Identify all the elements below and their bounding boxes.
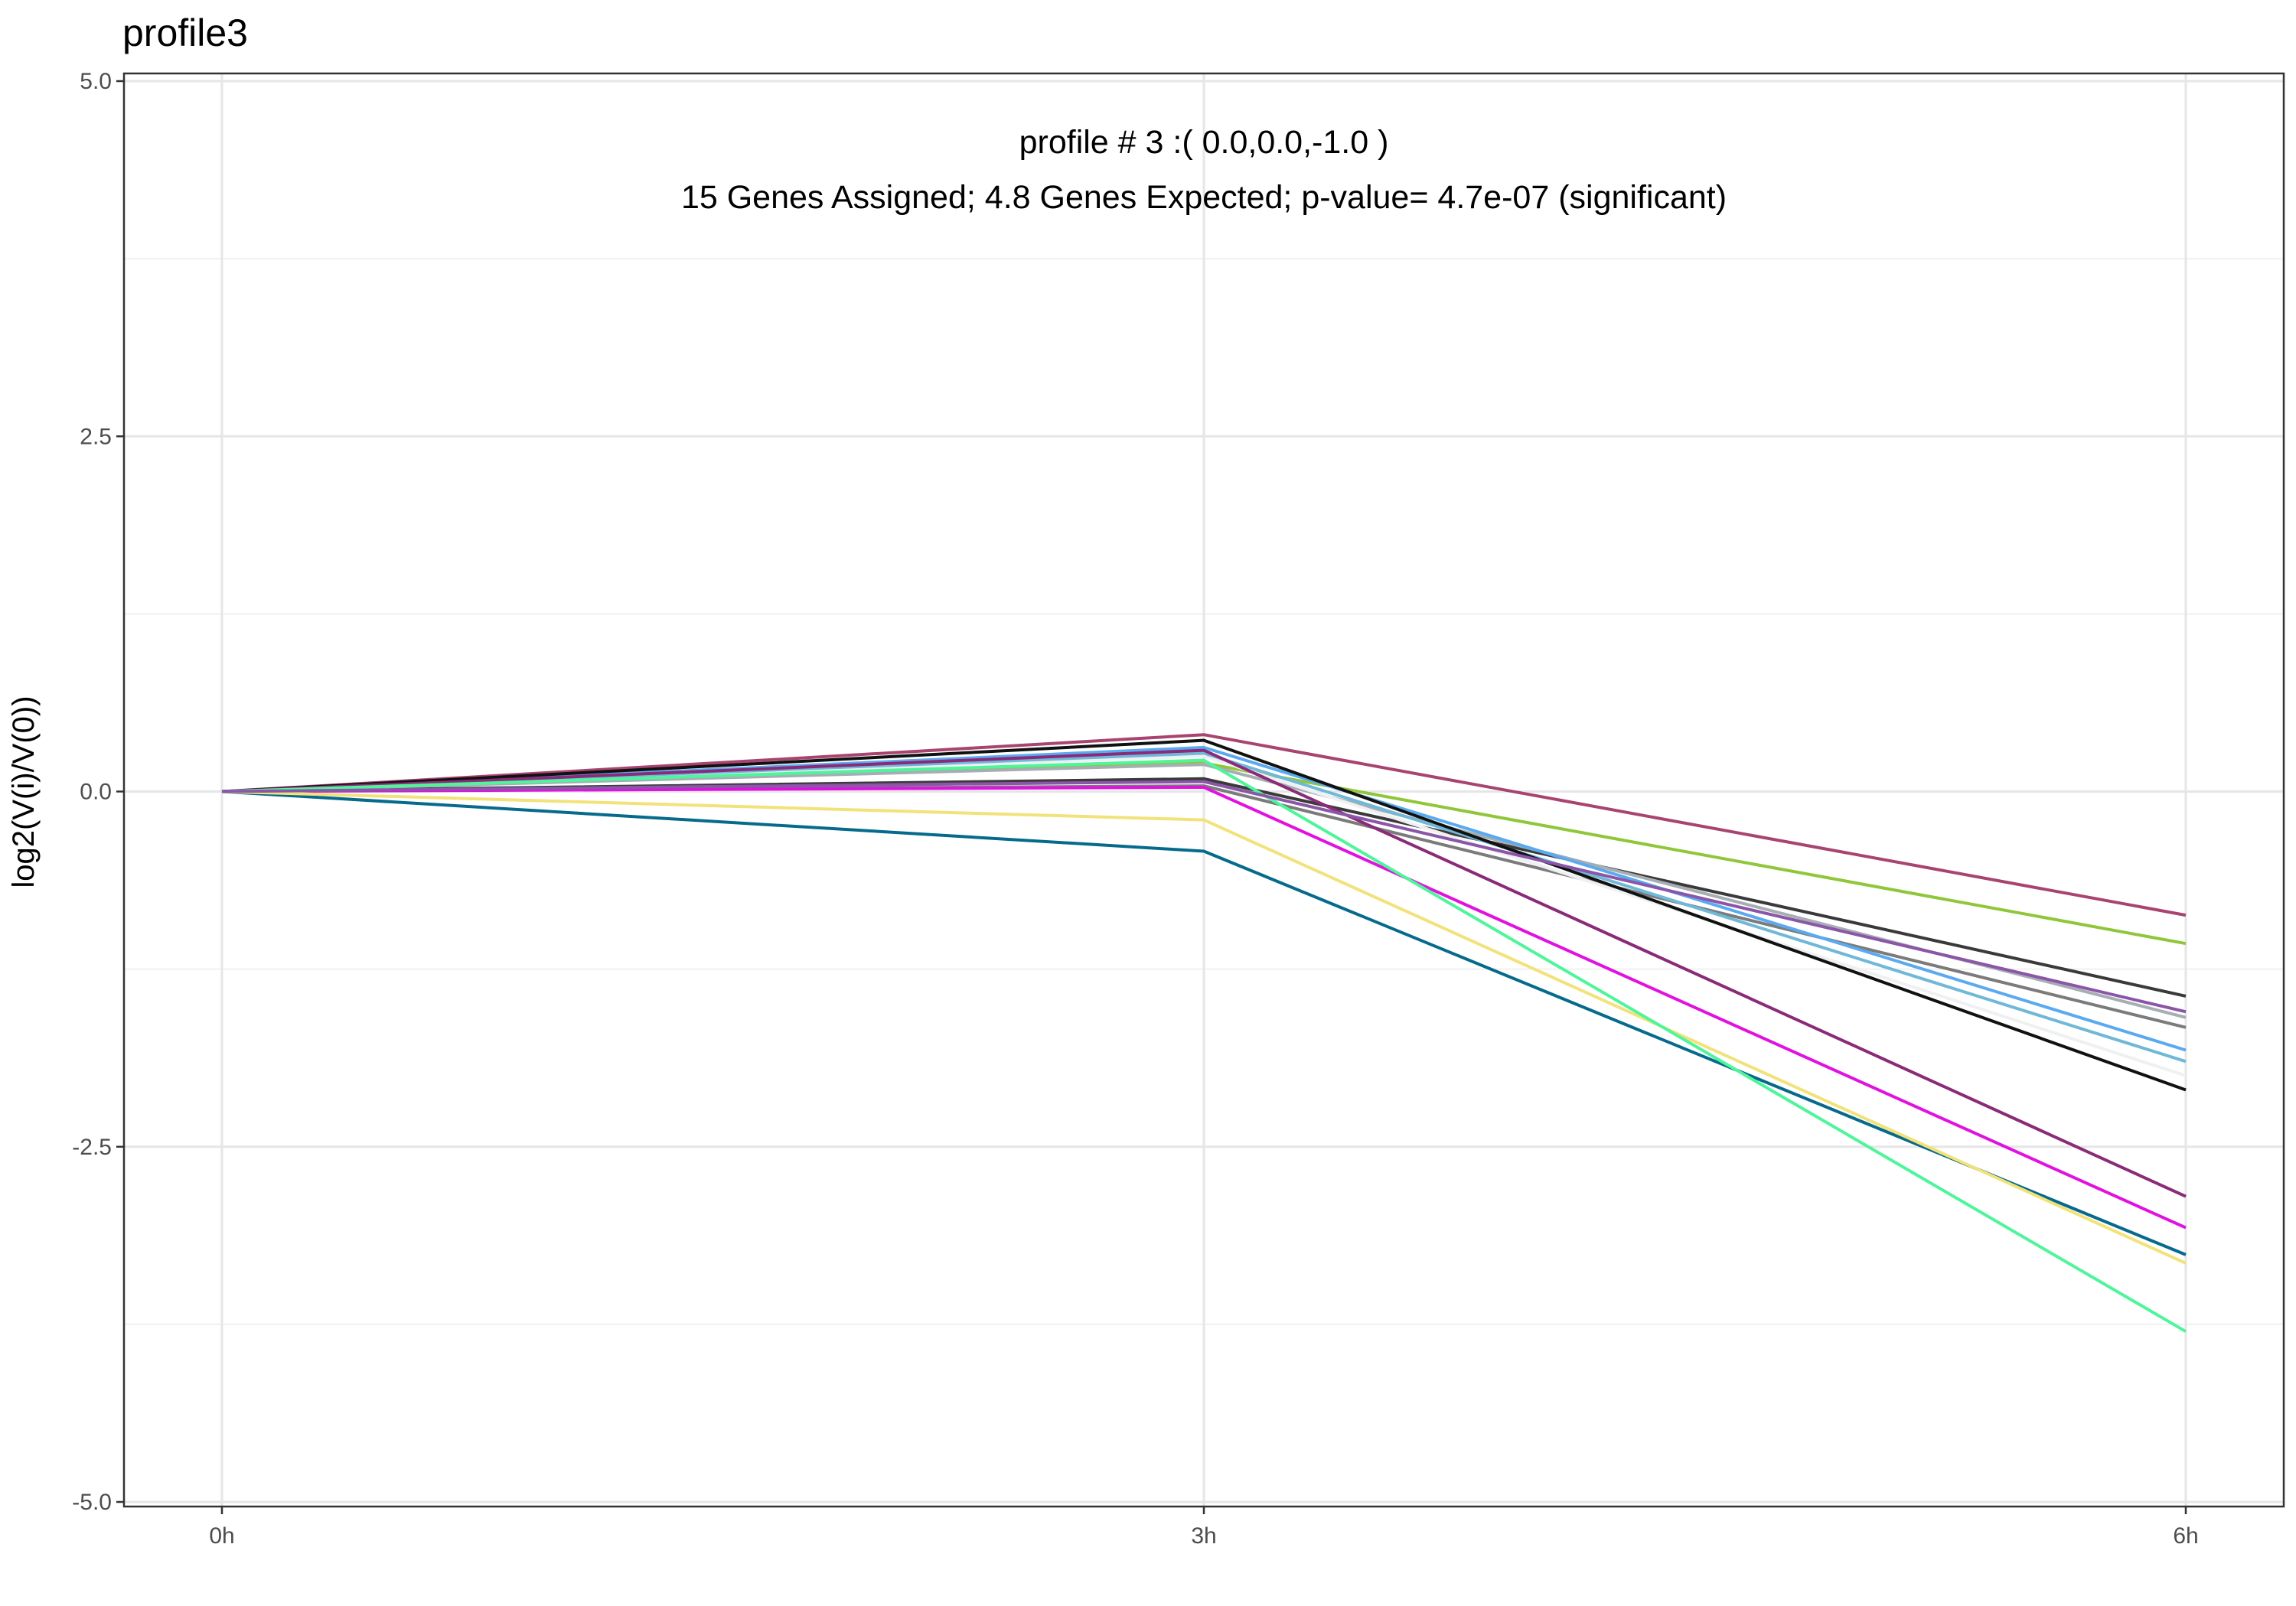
x-axis: 0h 3h 6h bbox=[209, 1507, 2199, 1549]
y-axis-title: log2(V(i)/V(0)) bbox=[7, 695, 41, 888]
chart-title: profile3 bbox=[122, 11, 248, 54]
y-tick-label: 5.0 bbox=[80, 69, 112, 94]
series-lines bbox=[221, 733, 2187, 1333]
series-line-15 bbox=[221, 780, 2187, 1014]
y-tick-label: 0.0 bbox=[80, 780, 112, 805]
y-tick-label: 2.5 bbox=[80, 424, 112, 449]
y-tick-label: -2.5 bbox=[72, 1135, 112, 1160]
series-line-11 bbox=[221, 785, 2187, 1230]
series-line-1 bbox=[221, 733, 2187, 917]
series-line-9 bbox=[221, 738, 2187, 1092]
x-tick-label: 3h bbox=[1191, 1523, 1216, 1549]
x-tick-label: 6h bbox=[2173, 1523, 2198, 1549]
series-line-12 bbox=[221, 790, 2187, 1256]
series-line-14 bbox=[221, 758, 2187, 1333]
y-axis: 5.0 2.5 0.0 -2.5 -5.0 bbox=[72, 69, 124, 1515]
y-tick-label: -5.0 bbox=[72, 1490, 112, 1515]
series-line-10 bbox=[221, 748, 2187, 1198]
genes-summary-annotation: 15 Genes Assigned; 4.8 Genes Expected; p… bbox=[681, 179, 1727, 216]
profile-annotation: profile # 3 :( 0.0,0.0,-1.0 ) bbox=[1019, 124, 1389, 161]
x-tick-label: 0h bbox=[209, 1523, 234, 1549]
series-line-13 bbox=[221, 790, 2187, 1265]
